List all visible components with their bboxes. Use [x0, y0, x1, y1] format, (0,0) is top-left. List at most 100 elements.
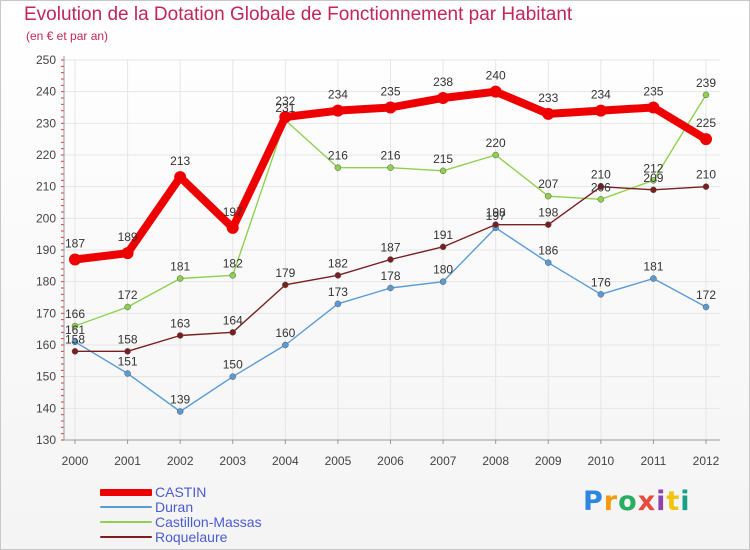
legend-label-castillon-massas: Castillon-Massas [155, 514, 262, 530]
x-tick-label-2011: 2011 [641, 454, 667, 468]
y-tick-label-220: 220 [36, 148, 56, 162]
point-castillon-massas-2007 [439, 167, 447, 175]
data-label-roquelaure-2007: 191 [433, 228, 453, 242]
point-castillon-massas-2009 [545, 192, 552, 200]
data-label-castin-2011: 235 [643, 85, 663, 99]
legend-item-castin: CASTIN [100, 484, 340, 500]
data-label-roquelaure-2000: 158 [65, 332, 85, 346]
x-tick-label-2008: 2008 [482, 454, 509, 468]
point-castin-2011 [647, 101, 660, 114]
y-tick-label-230: 230 [36, 116, 56, 130]
data-label-duran-2007: 180 [433, 263, 453, 277]
data-label-duran-2002: 139 [170, 393, 190, 407]
point-roquelaure-2007 [439, 243, 447, 251]
data-label-roquelaure-2012: 210 [696, 168, 716, 182]
point-roquelaure-2002 [176, 332, 184, 339]
data-label-castin-2001: 189 [118, 230, 138, 244]
data-label-castillon-massas-2003: 182 [223, 256, 243, 270]
point-castin-2009 [542, 107, 555, 120]
y-tick-label-160: 160 [36, 338, 56, 352]
data-label-roquelaure-2002: 163 [170, 317, 190, 331]
chart-subtitle: (en € et par an) [26, 29, 109, 43]
x-tick-label-2002: 2002 [167, 454, 194, 468]
data-label-castillon-massas-2008: 220 [486, 136, 506, 150]
point-castin-2003 [226, 221, 239, 234]
legend-swatch-duran [100, 506, 152, 508]
point-duran-2005 [334, 300, 342, 308]
data-label-castin-2008: 240 [486, 69, 506, 83]
x-tick-label-2006: 2006 [377, 454, 404, 468]
data-label-castin-2000: 187 [65, 237, 85, 251]
legend-item-roquelaure: Roquelaure [100, 529, 340, 545]
legend-swatch-castillon-massas [100, 521, 152, 523]
point-duran-2007 [439, 278, 447, 285]
y-tick-label-130: 130 [36, 433, 56, 447]
point-roquelaure-2001 [124, 348, 131, 355]
data-label-roquelaure-2008: 198 [486, 206, 506, 220]
y-tick-label-180: 180 [36, 275, 56, 289]
point-duran-2003 [229, 373, 236, 380]
point-duran-2000 [71, 338, 79, 346]
data-label-duran-2011: 181 [643, 260, 663, 274]
legend-item-duran: Duran [100, 499, 340, 515]
point-castin-2001 [121, 247, 134, 260]
point-castin-2010 [594, 104, 607, 117]
x-tick-label-2009: 2009 [535, 454, 562, 468]
point-castillon-massas-2011 [650, 177, 657, 184]
data-label-duran-2003: 150 [223, 358, 243, 372]
data-label-castillon-massas-2000: 166 [65, 307, 85, 321]
legend-label-duran: Duran [155, 499, 194, 515]
data-label-duran-2009: 186 [538, 244, 558, 258]
point-castillon-massas-2012 [702, 91, 710, 99]
point-duran-2004 [282, 341, 289, 349]
y-tick-label-140: 140 [36, 401, 56, 415]
point-castin-2004 [279, 111, 292, 123]
data-label-roquelaure-2003: 164 [223, 313, 243, 327]
x-tick-label-2012: 2012 [693, 454, 720, 468]
point-duran-2001 [124, 370, 131, 377]
y-tick-label-250: 250 [36, 53, 56, 67]
point-duran-2012 [702, 303, 710, 311]
data-label-castillon-massas-2005: 216 [328, 149, 348, 163]
y-tick-label-190: 190 [36, 243, 56, 257]
legend-item-castillon-massas: Castillon-Massas [100, 514, 340, 530]
point-castin-2006 [384, 101, 397, 114]
data-label-castillon-massas-2001: 172 [118, 288, 138, 302]
data-label-roquelaure-2004: 179 [275, 266, 295, 280]
data-label-roquelaure-2011: 209 [643, 171, 663, 185]
point-castillon-massas-2005 [334, 164, 342, 171]
point-castin-2007 [437, 92, 450, 104]
data-label-castin-2005: 234 [328, 88, 348, 102]
data-label-duran-2005: 173 [328, 285, 348, 299]
legend-swatch-castin [100, 489, 152, 496]
point-roquelaure-2000 [71, 348, 79, 355]
chart-title: Evolution de la Dotation Globale de Fonc… [24, 4, 573, 25]
data-label-castillon-massas-2012: 239 [696, 76, 716, 90]
data-label-castin-2002: 213 [170, 154, 190, 168]
point-castillon-massas-2008 [492, 151, 499, 159]
point-castin-2012 [700, 133, 712, 146]
data-label-castin-2009: 233 [538, 91, 558, 105]
data-label-duran-2008: 197 [486, 209, 506, 223]
point-duran-2009 [545, 259, 552, 266]
point-roquelaure-2009 [545, 221, 552, 228]
data-label-castillon-massas-2009: 207 [538, 177, 558, 191]
data-label-castillon-massas-2006: 216 [380, 149, 400, 163]
data-label-castin-2006: 235 [380, 85, 400, 99]
data-label-castin-2010: 234 [591, 88, 611, 102]
x-tick-label-2007: 2007 [430, 454, 457, 468]
legend: CASTIN Duran Castillon-Massas Roquelaure [100, 484, 340, 545]
legend-label-roquelaure: Roquelaure [155, 529, 228, 545]
data-label-roquelaure-2005: 182 [328, 256, 348, 270]
data-label-duran-2004: 160 [275, 326, 295, 340]
data-label-castin-2007: 238 [433, 75, 453, 89]
point-roquelaure-2004 [282, 281, 289, 289]
data-label-castin-2004: 232 [275, 94, 295, 108]
x-tick-label-2000: 2000 [62, 454, 89, 468]
x-tick-label-2010: 2010 [587, 454, 614, 468]
data-label-duran-2012: 172 [696, 288, 716, 302]
point-castin-2005 [331, 104, 344, 117]
point-roquelaure-2005 [334, 272, 342, 279]
y-tick-label-200: 200 [36, 211, 56, 225]
